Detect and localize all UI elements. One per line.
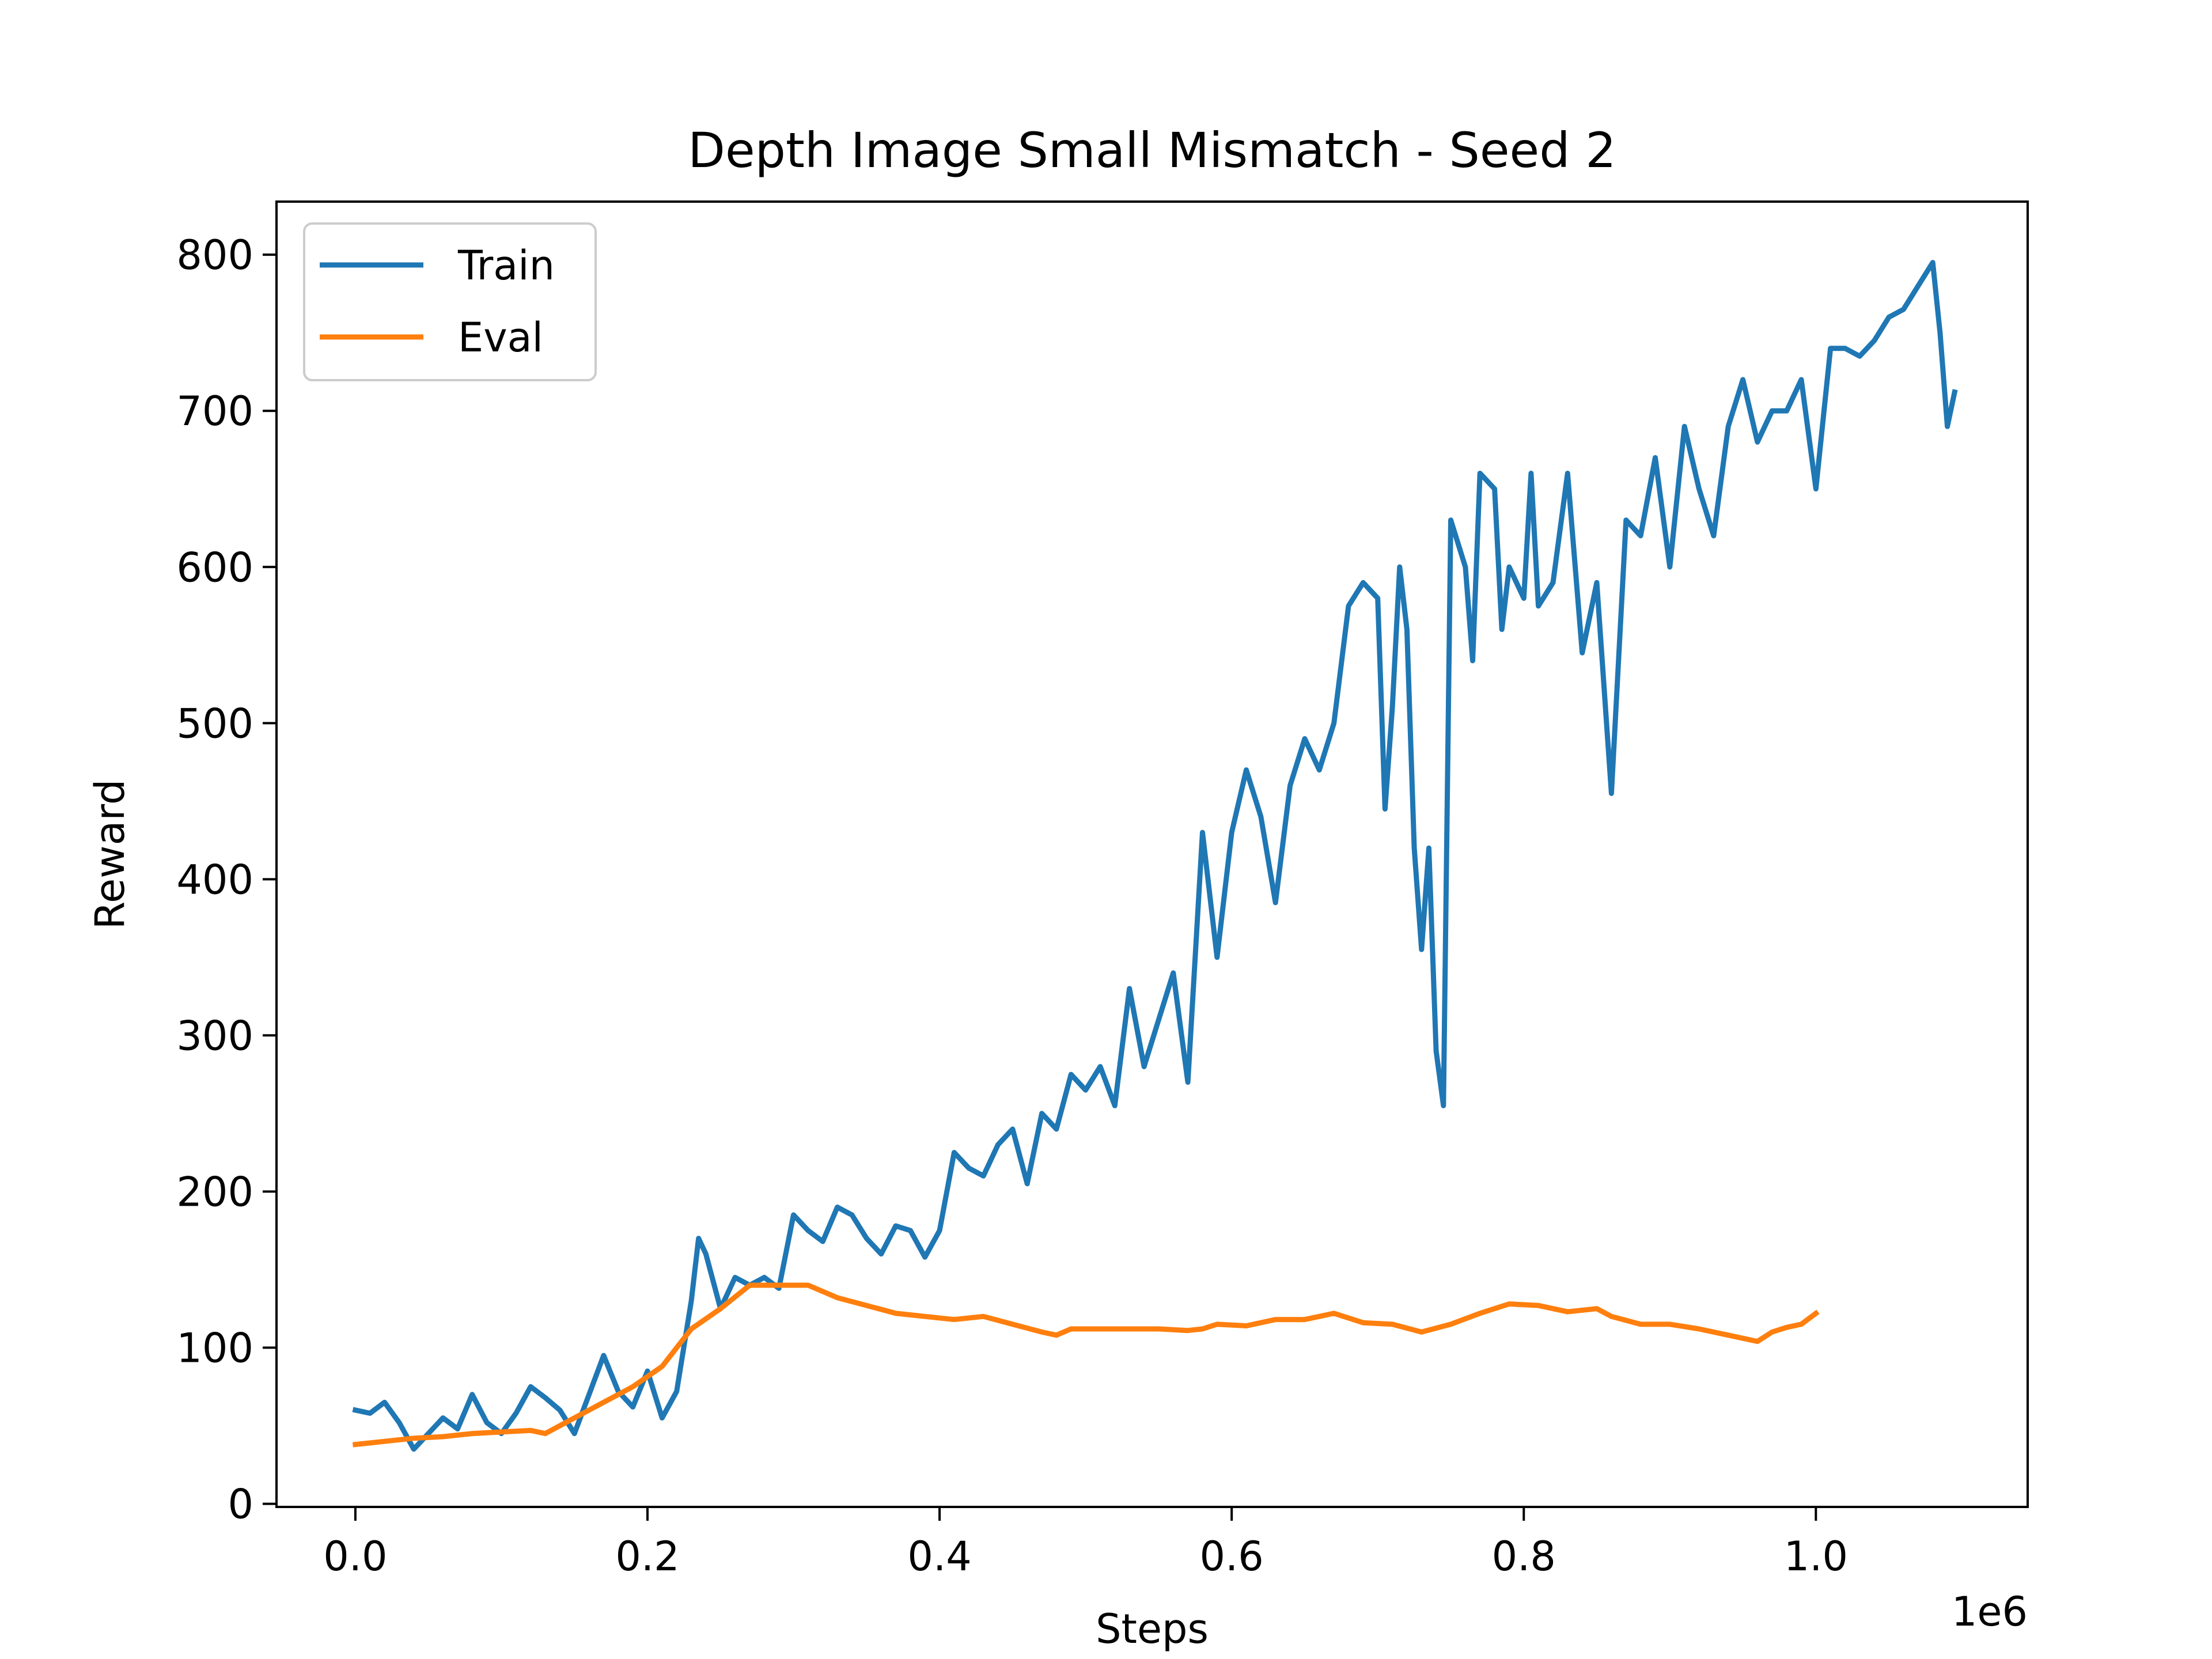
- y-tick-label: 200: [176, 1168, 253, 1215]
- series-line-eval: [352, 1282, 1820, 1448]
- x-tick-label: 0.6: [1200, 1533, 1264, 1580]
- y-tick-label: 100: [176, 1325, 253, 1372]
- y-tick-label: 400: [176, 856, 253, 903]
- y-axis: 0 100 200 300 400 500 600 700 800: [176, 232, 276, 1528]
- plot-area: [352, 260, 1958, 1452]
- y-tick-label: 500: [176, 700, 253, 747]
- series-line-train: [352, 260, 1958, 1452]
- chart-title: Depth Image Small Mismatch - Seed 2: [688, 122, 1616, 179]
- y-tick-label: 0: [228, 1481, 253, 1528]
- x-axis-multiplier: 1e6: [1952, 1588, 2028, 1635]
- y-tick-label: 700: [176, 388, 253, 435]
- x-axis: 0.0 0.2 0.4 0.6 0.8 1.0: [323, 1507, 1848, 1580]
- y-tick-label: 600: [176, 544, 253, 591]
- x-tick-label: 0.8: [1492, 1533, 1556, 1580]
- legend: Train Eval: [303, 222, 597, 381]
- x-axis-title: Steps: [1096, 1605, 1209, 1653]
- x-tick-label: 0.0: [323, 1533, 387, 1580]
- y-axis-title: Reward: [86, 779, 134, 930]
- legend-label-train: Train: [457, 242, 555, 289]
- axes-frame: [275, 200, 2029, 1508]
- y-tick-label: 800: [176, 232, 253, 279]
- y-tick-label: 300: [176, 1012, 253, 1059]
- x-tick-label: 1.0: [1784, 1533, 1848, 1580]
- x-tick-label: 0.2: [615, 1533, 679, 1580]
- legend-label-eval: Eval: [458, 314, 543, 361]
- x-tick-label: 0.4: [907, 1533, 971, 1580]
